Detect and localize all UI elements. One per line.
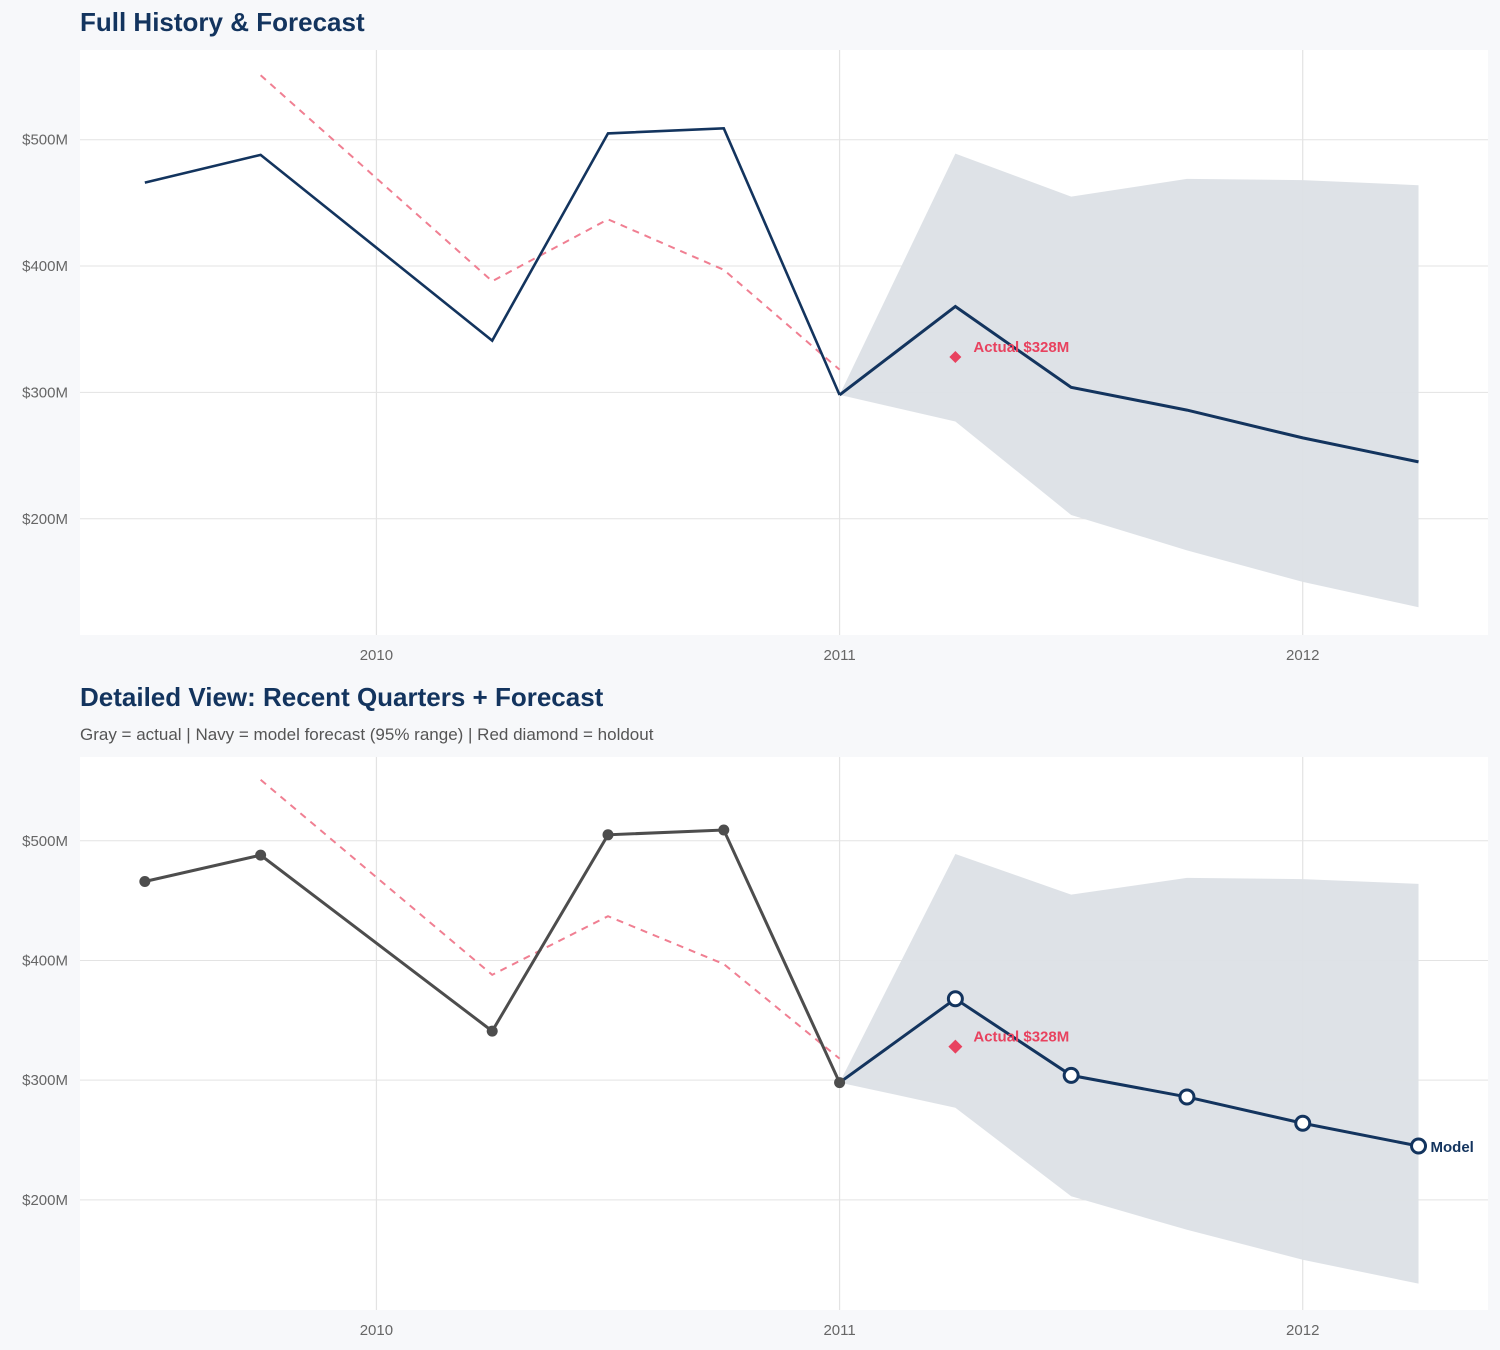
actual-point: [139, 875, 151, 887]
chart-2: Detailed View: Recent Quarters + Forecas…: [22, 682, 1488, 1339]
x-tick-label: 2012: [1286, 1322, 1319, 1339]
holdout-diamond: [948, 1039, 963, 1054]
actual-series-line: [144, 126, 841, 396]
x-tick-label: 2011: [823, 647, 855, 664]
x-tick-label: 2010: [360, 647, 393, 664]
actual-point: [602, 829, 614, 841]
y-tick-label: $200M: [22, 511, 68, 528]
actual-point: [255, 849, 267, 861]
chart-title: Full History & Forecast: [80, 7, 365, 37]
forecast-series-line: [838, 996, 1419, 1148]
actual-point: [718, 824, 730, 836]
forecast-point: [1410, 1137, 1428, 1155]
y-tick-label: $500M: [22, 132, 68, 149]
forecast-series-line: [838, 304, 1419, 464]
y-tick-label: $500M: [22, 833, 68, 850]
x-tick-label: 2012: [1286, 647, 1319, 664]
dashed-series-line: [259, 778, 841, 1060]
forecast-point: [946, 990, 964, 1008]
chart-subtitle: Gray = actual | Navy = model forecast (9…: [80, 725, 654, 744]
forecast-95-band: [839, 153, 1419, 608]
holdout-diamond: [949, 351, 962, 364]
model-end-label: Model: [1431, 1139, 1474, 1156]
x-tick-label: 2011: [823, 1322, 855, 1339]
forecast-point: [1062, 1066, 1080, 1084]
y-tick-label: $300M: [22, 384, 68, 401]
y-tick-label: $400M: [22, 258, 68, 275]
y-tick-label: $300M: [22, 1072, 68, 1089]
forecast-95-band: [839, 853, 1419, 1284]
forecast-point: [1294, 1114, 1312, 1132]
y-tick-label: $200M: [22, 1192, 68, 1209]
forecast-point: [1178, 1088, 1196, 1106]
actual-point: [486, 1025, 498, 1037]
holdout-label: Actual $328M: [973, 339, 1069, 356]
holdout-label: Actual $328M: [973, 1029, 1069, 1046]
actual-point: [834, 1077, 846, 1089]
chart-1: Full History & Forecast $200M $300M $400M $5…: [22, 7, 1488, 664]
chart-title: Detailed View: Recent Quarters + Forecas…: [80, 682, 604, 712]
x-tick-label: 2010: [360, 1322, 393, 1339]
y-tick-label: $400M: [22, 952, 68, 969]
actual-series-line: [144, 828, 841, 1084]
